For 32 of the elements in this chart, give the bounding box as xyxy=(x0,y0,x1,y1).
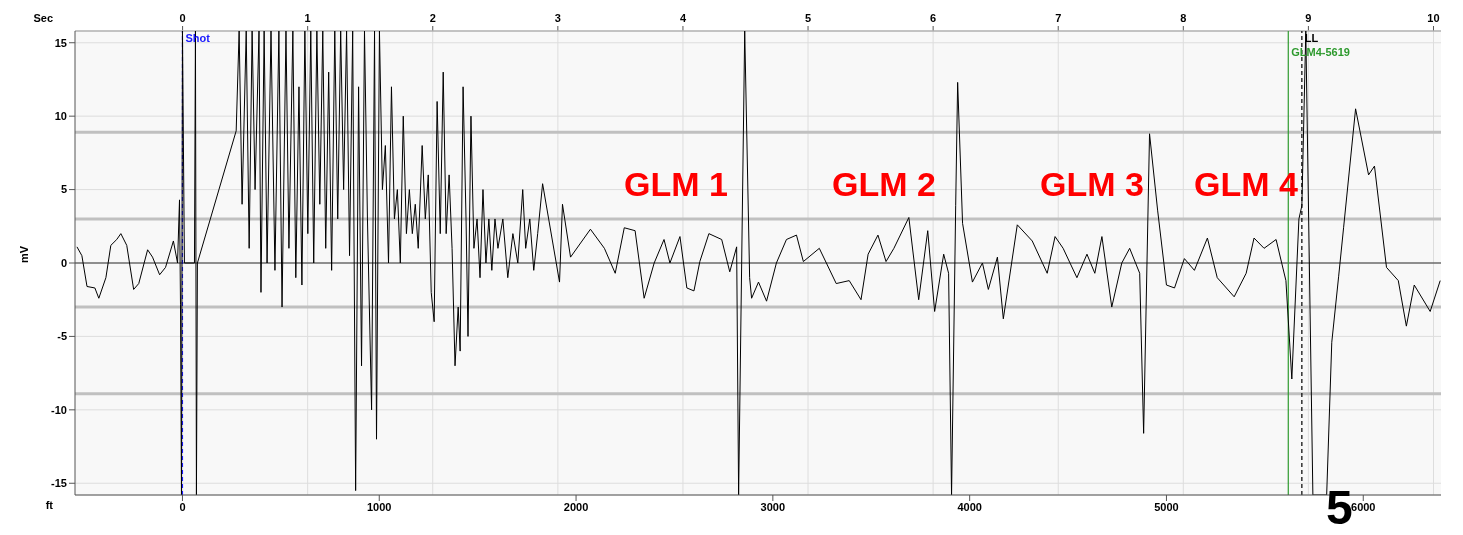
y-tick-label: 5 xyxy=(60,183,67,196)
x2-tick-label: 0 xyxy=(179,12,186,24)
y-tick-label: -15 xyxy=(51,477,67,490)
x-tick-label: 2000 xyxy=(563,500,589,513)
x2-tick-label: 7 xyxy=(1055,12,1062,24)
y-tick-label: 0 xyxy=(60,256,67,269)
x-tick-label: 0 xyxy=(179,500,186,513)
x2-axis-title: Sec xyxy=(33,12,53,24)
x-tick-label: 6000 xyxy=(1351,500,1376,513)
x-tick-label: 5000 xyxy=(1154,500,1179,513)
annotation: GLM 2 xyxy=(832,164,936,204)
x2-tick-label: 8 xyxy=(1180,12,1187,24)
x2-tick-label: 5 xyxy=(804,12,812,24)
y-tick-label: -10 xyxy=(51,403,67,416)
x2-tick-label: 9 xyxy=(1305,12,1312,24)
y-tick-label: -5 xyxy=(57,330,67,343)
annotation: GLM 1 xyxy=(624,164,728,204)
x2-tick-label: 10 xyxy=(1427,12,1440,24)
annotation: 5 xyxy=(1326,481,1353,534)
x2-tick-label: 3 xyxy=(554,12,561,24)
y-axis-title: mV xyxy=(17,245,30,263)
x-tick-label: 4000 xyxy=(957,500,982,513)
x2-tick-label: 4 xyxy=(679,12,687,24)
x2-tick-label: 1 xyxy=(304,12,311,24)
x-tick-label: 3000 xyxy=(760,500,786,513)
annotation: GLM 3 xyxy=(1040,164,1144,204)
x2-tick-label: 6 xyxy=(930,12,937,24)
y-tick-label: 10 xyxy=(54,110,67,123)
x-tick-label: 1000 xyxy=(367,500,392,513)
y-tick-label: 15 xyxy=(54,36,67,49)
x-axis-title: ft xyxy=(45,498,54,511)
x2-tick-label: 2 xyxy=(429,12,436,24)
